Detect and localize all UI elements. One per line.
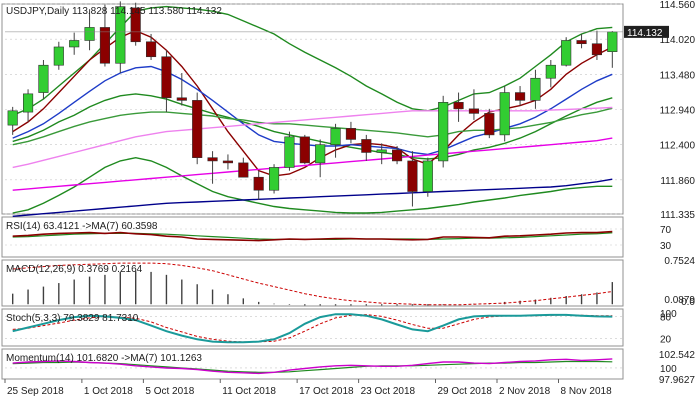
candle-body <box>268 167 280 191</box>
pane-frame-stoch <box>1 308 624 347</box>
candle-body <box>253 176 264 191</box>
momentum-line <box>12 358 613 375</box>
date-label: 25 Sep 2018 <box>7 386 64 397</box>
macd-tick-label: 0.7524 <box>664 256 695 267</box>
date-label: 2 Nov 2018 <box>499 386 551 397</box>
candle-body <box>238 162 249 178</box>
candle-body <box>53 46 64 66</box>
candle-body <box>176 97 187 101</box>
candle-body <box>591 43 603 56</box>
candle-body <box>468 108 480 114</box>
price-tick-label: 112.400 <box>660 141 696 152</box>
date-label: 17 Oct 2018 <box>299 386 354 397</box>
candle-body <box>545 64 556 79</box>
candle-body <box>576 40 587 45</box>
momentum-tick-label: 97.9627 <box>659 375 696 386</box>
date-label: 1 Oct 2018 <box>84 386 133 397</box>
momentum-label: Momentum(14) 101.6820 ->MA(7) 101.1263 <box>6 353 202 364</box>
candle-body <box>330 128 341 145</box>
last-price-box <box>624 25 669 38</box>
date-label: 11 Oct 2018 <box>222 386 276 397</box>
candle-body <box>484 113 495 136</box>
price-tick-label: 114.020 <box>660 35 696 46</box>
overlay-ema100 <box>12 137 613 191</box>
overlay-bb_mid <box>12 93 613 160</box>
pane-frame-macd <box>1 259 624 307</box>
stoch-label: Stoch(5,3,3) 79.3829 81.7310 <box>6 313 139 324</box>
candle-body <box>438 102 449 162</box>
overlay-ema20 <box>12 107 613 146</box>
candle-body <box>345 128 357 140</box>
candle-body <box>284 136 295 168</box>
macd-tick-label: 0.0 <box>681 297 695 308</box>
macd-tick-label: 0.0879 <box>664 295 695 306</box>
macd-signal-line <box>12 262 613 306</box>
candle-body <box>99 27 111 64</box>
candle-body <box>130 7 141 43</box>
pane-frame-rsi <box>1 216 624 258</box>
candle-body <box>161 56 172 99</box>
candle-body <box>391 149 403 162</box>
rsi-line <box>12 230 613 242</box>
candle-body <box>376 149 387 153</box>
price-tick-label: 114.560 <box>660 0 696 11</box>
overlay-bb_upper <box>12 5 613 116</box>
candle-body <box>422 160 433 192</box>
overlay-bb_lower <box>12 156 613 214</box>
candle-body <box>22 93 34 113</box>
rsi-tick-label: 30 <box>660 241 672 252</box>
rsi-tick-label: 70 <box>660 225 672 236</box>
candle-body <box>514 92 526 101</box>
price-tick-label: 111.335 <box>660 210 695 221</box>
candle-body <box>222 160 234 164</box>
price-tick-label: 113.480 <box>660 70 696 81</box>
date-label: 5 Oct 2018 <box>145 386 194 397</box>
date-label: 29 Oct 2018 <box>438 386 493 397</box>
candle-body <box>315 144 326 164</box>
candle-body <box>7 110 18 126</box>
rsi-label: RSI(14) 63.4121 ->MA(7) 60.3598 <box>6 221 158 232</box>
price-tick-label: 111.860 <box>660 176 695 187</box>
price-tick-label: 112.940 <box>660 105 696 116</box>
candle-body <box>453 102 464 110</box>
candle-body <box>499 92 510 136</box>
last-price-label: 114.132 <box>627 28 663 39</box>
candle-body <box>192 100 203 158</box>
chart-header: USDJPY,Daily 113.828 114.145 113.580 114… <box>6 6 222 17</box>
overlay-ema200 <box>12 178 613 217</box>
candle-body <box>84 27 95 41</box>
candle-body <box>561 40 572 66</box>
stoch-tick-label: 100 <box>660 309 677 320</box>
overlay-sma5 <box>12 29 613 177</box>
pane-frame-mom <box>1 348 624 380</box>
candle-body <box>607 31 618 52</box>
stoch-tick-label: 20 <box>660 335 672 346</box>
date-label: 8 Nov 2018 <box>561 386 613 397</box>
candle-body <box>299 136 310 164</box>
candle-body <box>530 77 541 101</box>
candle-body <box>407 160 418 192</box>
candle-body <box>361 139 372 153</box>
overlay-ema10 <box>12 65 613 156</box>
candle-body <box>207 157 218 162</box>
pane-frame-price <box>1 3 624 215</box>
macd-label: MACD(12,26,9) 0.3769 0.2164 <box>6 264 143 275</box>
candle-body <box>115 6 126 64</box>
stoch-k-line <box>12 313 613 344</box>
date-label: 23 Oct 2018 <box>361 386 416 397</box>
candle-body <box>38 64 49 93</box>
stoch-tick-label: 80 <box>660 312 672 323</box>
candle-body <box>69 40 80 48</box>
candle-body <box>145 41 157 58</box>
momentum-tick-label: 102.542 <box>659 350 696 361</box>
overlay-ema55 <box>12 106 613 169</box>
momentum-tick-label: 100 <box>660 364 677 375</box>
